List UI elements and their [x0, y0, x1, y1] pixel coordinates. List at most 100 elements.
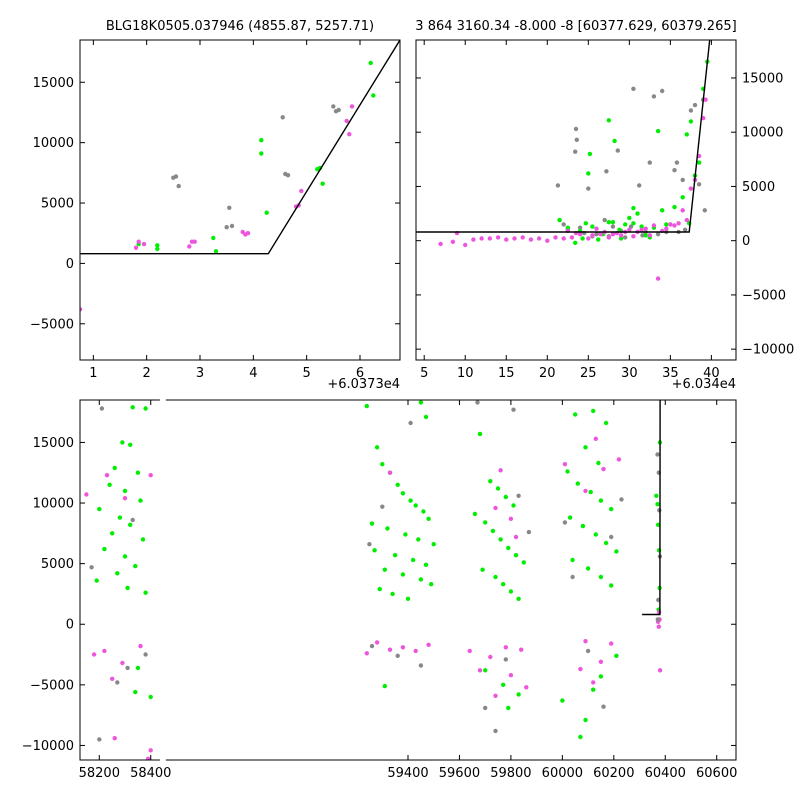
data-point-green: [610, 220, 616, 225]
data-point-gray: [516, 493, 521, 498]
data-point-magenta: [192, 239, 197, 244]
data-point-green: [426, 516, 431, 521]
data-point-green: [213, 249, 219, 254]
data-point-green: [382, 683, 387, 689]
data-point-magenta: [656, 624, 661, 629]
data-point-green: [631, 221, 636, 226]
data-point-green: [618, 236, 624, 241]
data-point-magenta: [110, 676, 115, 681]
data-point-green: [583, 445, 588, 450]
x-tick-label: 60400: [645, 766, 686, 781]
data-point-magenta: [594, 226, 599, 231]
data-point-green: [573, 412, 578, 417]
data-point-green: [578, 734, 583, 740]
data-point-magenta: [438, 241, 443, 247]
data-point-green: [516, 692, 521, 697]
data-point-magenta: [104, 473, 110, 478]
x-tick-label: 60200: [593, 766, 634, 781]
data-point-gray: [367, 542, 372, 547]
data-point-magenta: [80, 307, 83, 312]
data-point-green: [655, 128, 661, 134]
data-point-green: [483, 520, 488, 525]
data-point-magenta: [545, 238, 550, 243]
data-point-gray: [586, 186, 591, 191]
data-point-gray: [680, 177, 685, 183]
data-point-green: [418, 400, 424, 405]
data-point-magenta: [467, 648, 472, 654]
data-point-green: [585, 566, 591, 571]
data-point-green: [372, 548, 377, 553]
data-point-green: [575, 481, 580, 486]
data-point-gray: [130, 517, 135, 523]
panel-left-points: [80, 60, 376, 312]
lightcurve-x-ticks: 58200 58400 59400 59600 59800 60000 60200 60400…: [79, 400, 737, 781]
data-point-green: [112, 465, 117, 471]
data-point-gray: [585, 648, 591, 654]
panel-right-title: 3 864 3160.34 -8.000 -8 [60377.629, 6037…: [415, 19, 736, 34]
data-point-green: [416, 537, 421, 542]
data-point-magenta: [513, 534, 519, 540]
data-point-green: [580, 236, 585, 241]
data-point-magenta: [426, 642, 431, 647]
data-point-green: [480, 567, 485, 572]
gap-bottom: [159, 758, 166, 762]
data-point-magenta: [593, 436, 598, 441]
data-point-green: [587, 151, 593, 157]
data-point-gray: [610, 224, 616, 229]
data-point-green: [654, 493, 659, 498]
data-point-green: [609, 506, 614, 512]
data-point-magenta: [668, 222, 673, 227]
y-tick-label: 10000: [33, 136, 74, 151]
x-tick-label: 58200: [79, 766, 120, 781]
data-point-gray: [651, 94, 657, 99]
data-point-green: [508, 589, 514, 594]
data-point-magenta: [387, 470, 393, 475]
data-point-green: [603, 540, 609, 546]
data-point-magenta: [578, 666, 583, 672]
y-tick-label: 15000: [33, 76, 74, 91]
data-point-magenta: [187, 244, 192, 249]
data-point-gray: [561, 222, 566, 227]
data-point-green: [586, 171, 591, 176]
data-point-green: [614, 653, 619, 658]
data-point-gray: [619, 497, 624, 502]
data-point-green: [557, 217, 562, 223]
data-point-gray: [640, 233, 645, 238]
data-point-green: [516, 596, 521, 601]
y-tick-label: 0: [742, 234, 750, 249]
broken-axis-gap: [159, 398, 166, 762]
data-point-green: [490, 528, 496, 534]
data-point-magenta: [120, 660, 125, 666]
data-point-magenta: [562, 462, 568, 467]
data-point-gray: [594, 232, 599, 237]
data-point-green: [598, 674, 604, 679]
data-point-magenta: [553, 235, 558, 240]
data-point-magenta: [618, 233, 624, 238]
data-point-green: [259, 151, 264, 156]
x-tick-label: 59800: [490, 766, 531, 781]
data-point-green: [684, 132, 689, 137]
data-point-gray: [573, 149, 578, 154]
data-point-green: [405, 596, 411, 601]
y-tick-label: 10000: [742, 126, 783, 141]
data-point-green: [591, 408, 596, 414]
data-point-magenta: [148, 748, 153, 753]
data-point-gray: [688, 108, 694, 113]
data-point-green: [107, 482, 112, 487]
data-point-magenta: [591, 680, 596, 685]
data-point-gray: [176, 183, 181, 189]
data-point-green: [488, 479, 493, 484]
x-tick-label: 5: [420, 366, 428, 381]
data-point-magenta: [688, 186, 694, 191]
x-tick-label: 30: [621, 366, 638, 381]
data-point-gray: [380, 504, 385, 509]
data-point-green: [408, 498, 413, 503]
data-point-magenta: [577, 232, 583, 237]
x-tick-label: 60000: [542, 766, 583, 781]
data-point-green: [110, 531, 115, 536]
data-point-green: [385, 526, 390, 531]
data-point-green: [617, 227, 622, 232]
x-tick-label: 20: [539, 366, 556, 381]
data-point-gray: [682, 227, 688, 232]
